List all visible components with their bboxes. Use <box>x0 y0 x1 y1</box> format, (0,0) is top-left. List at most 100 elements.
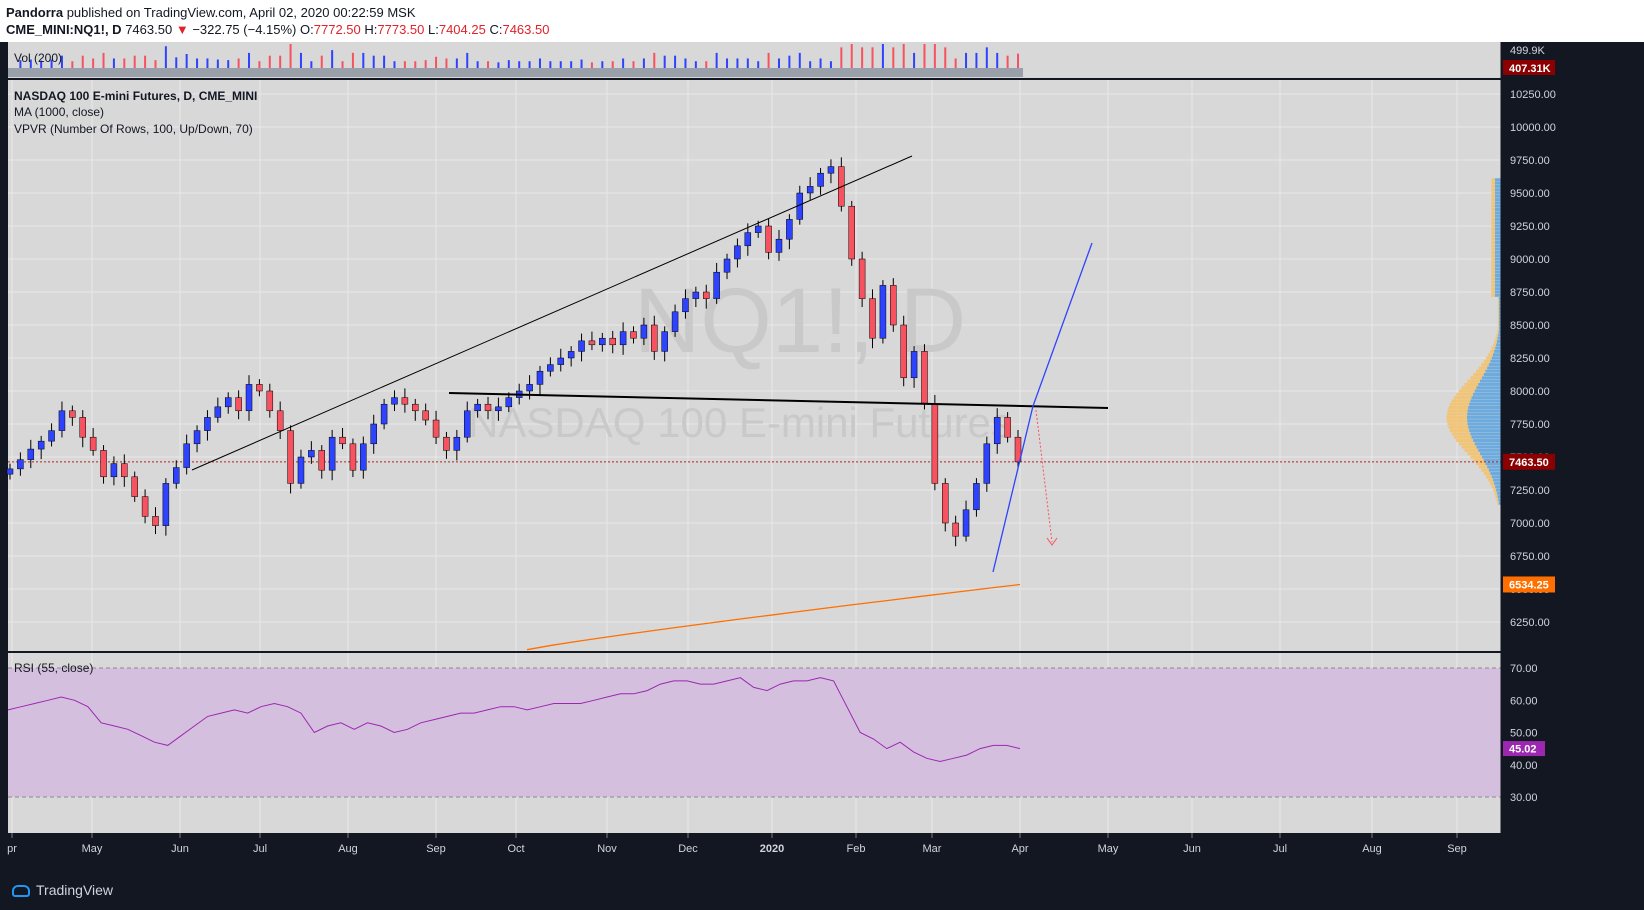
profile-bar-down <box>1451 399 1471 403</box>
profile-bar-down <box>1491 270 1495 274</box>
volume-bar <box>102 52 105 68</box>
profile-bar-down <box>1497 320 1499 324</box>
profile-bar-up <box>1488 363 1501 367</box>
profile-bar-down <box>1491 204 1495 208</box>
volume-bar <box>570 61 573 68</box>
volume-bar <box>819 58 822 68</box>
rsi-band <box>8 668 1501 797</box>
rsi-tick-label: 70.00 <box>1510 663 1538 675</box>
time-tick-label: Mar <box>923 843 942 855</box>
candle-body <box>297 456 305 484</box>
price-axis[interactable]: 10250.00 10000.00 9750.00 9500.00 9250.00 900… <box>1510 89 1556 629</box>
time-tick-label: Aug <box>338 843 358 855</box>
neckline[interactable] <box>448 392 1109 409</box>
volume-bar <box>341 61 344 68</box>
volume-bar <box>975 52 978 68</box>
candle-body <box>224 397 232 408</box>
profile-bar-down <box>1453 396 1472 400</box>
candle-body <box>900 324 907 379</box>
volume-bar <box>507 60 510 68</box>
profile-bar-up <box>1476 445 1501 449</box>
high-value: 7773.50 <box>377 22 425 37</box>
rising-trendline[interactable] <box>191 155 913 471</box>
profile-bar-down <box>1491 188 1495 192</box>
profile-bar-down <box>1491 254 1495 258</box>
volume-bar <box>715 52 718 68</box>
chart-canvas[interactable]: Vol (200) NQ1!, D NASDAQ 100 E-mini Futu… <box>0 42 1644 873</box>
price-tick-label: 10250.00 <box>1510 89 1556 101</box>
volume-bar <box>40 60 43 68</box>
volume-bar <box>954 58 957 68</box>
time-tick-label: Jun <box>1183 843 1201 855</box>
time-axis[interactable]: pr May Jun Jul Aug Sep Oct Nov Dec 2020 Feb Mar Apr M… <box>7 833 1467 855</box>
volume-bar <box>185 54 188 68</box>
brand-link[interactable]: TradingView <box>12 882 113 898</box>
profile-bar-down <box>1446 415 1467 419</box>
candle-body <box>619 331 627 346</box>
price-tick-label: 9250.00 <box>1510 221 1550 233</box>
price-tick-label: 7000.00 <box>1510 518 1550 530</box>
symbol-name[interactable]: CME_MINI:NQ1!, D <box>6 22 122 37</box>
volume-bar <box>694 61 697 68</box>
candle-body <box>287 430 294 484</box>
volume-bar <box>923 44 926 68</box>
profile-bar-down <box>1491 283 1495 287</box>
volume-bar <box>788 55 791 68</box>
low-value: 7404.25 <box>438 22 486 37</box>
volume-bar <box>674 55 677 68</box>
profile-bar-up <box>1491 356 1501 360</box>
profile-bar-down <box>1467 379 1481 383</box>
volume-bar <box>829 61 832 68</box>
candle-body <box>412 403 419 412</box>
profile-bar-down <box>1497 307 1499 310</box>
volume-bar <box>767 52 770 68</box>
time-tick-label: May <box>1098 843 1119 855</box>
candle-body <box>463 410 471 438</box>
profile-bar-down <box>1483 359 1491 363</box>
time-tick-label: pr <box>7 843 17 855</box>
time-tick-label: Feb <box>847 843 866 855</box>
volume-bar <box>206 58 209 68</box>
profile-bar-down <box>1497 316 1499 320</box>
volume-bar <box>351 52 354 68</box>
candle-body <box>58 410 66 431</box>
low-label: L: <box>428 22 439 37</box>
candle-body <box>141 496 149 517</box>
volume-bar <box>487 61 490 68</box>
profile-bar-down <box>1449 402 1470 406</box>
candle-body <box>702 291 710 299</box>
projection-line[interactable] <box>992 242 1093 573</box>
profile-bar-down <box>1458 442 1475 446</box>
candle-body <box>817 172 824 187</box>
candle-body <box>339 436 346 445</box>
candle-body <box>349 443 357 471</box>
profile-bar-down <box>1491 234 1495 238</box>
candle-body <box>588 340 596 346</box>
profile-bar-up <box>1494 234 1501 238</box>
profile-bar-up <box>1468 406 1501 409</box>
candle-body <box>567 351 575 359</box>
profile-bar-up <box>1492 478 1501 482</box>
profile-bar-down <box>1488 478 1493 482</box>
volume-bar <box>653 52 656 68</box>
candle-body <box>651 324 658 352</box>
profile-bar-up <box>1495 194 1501 198</box>
rsi-axis[interactable]: 70.00 60.00 50.00 40.00 30.00 <box>1510 663 1538 804</box>
candle-body <box>754 225 762 233</box>
profile-bar-down <box>1491 280 1495 284</box>
profile-bar-down <box>1449 429 1470 433</box>
watermark-symbol: NQ1!, D <box>634 270 966 372</box>
publish-line: Pandorra published on TradingView.com, A… <box>6 5 416 20</box>
profile-bar-up <box>1499 313 1501 317</box>
volume-bar <box>279 55 282 68</box>
candle-body <box>993 417 1001 445</box>
author-name[interactable]: Pandorra <box>6 5 64 20</box>
profile-bar-down <box>1470 376 1482 380</box>
footer-bar: TradingView <box>0 873 1644 910</box>
volume-profile-strip <box>8 68 1023 77</box>
volume-bar <box>996 52 999 68</box>
profile-bar-up <box>1495 217 1501 221</box>
volume-bar <box>248 52 251 68</box>
candle-body <box>890 285 897 326</box>
profile-bar-down <box>1456 439 1474 442</box>
